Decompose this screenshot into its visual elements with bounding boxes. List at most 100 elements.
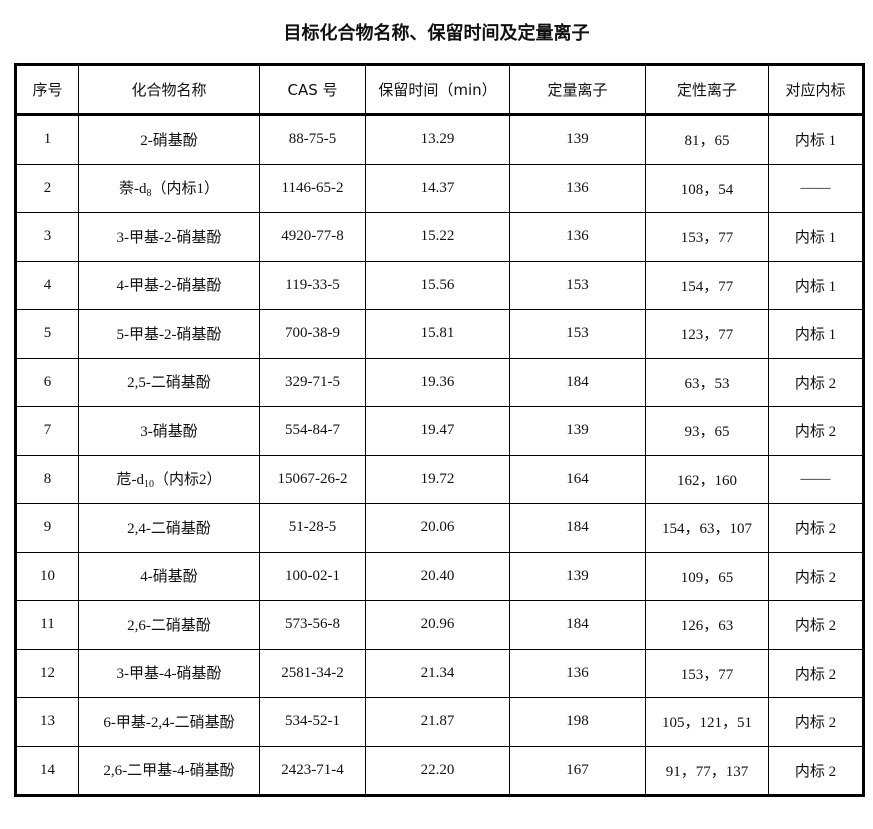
cell-retention-time: 13.29	[365, 114, 510, 165]
cell-cas: 573-56-8	[259, 600, 366, 650]
header-qual-ion: 定性离子	[645, 64, 769, 116]
cell-qual-ion: 91，77，137	[645, 745, 769, 796]
cell-no: 8	[15, 454, 79, 504]
table-row: 6 2,5-二硝基酚 329-71-5 19.36 184 63，53 内标 2	[15, 357, 864, 407]
cell-cas: 2423-71-4	[259, 745, 366, 796]
name-text: 萘-d	[118, 181, 147, 198]
cell-no: 9	[15, 503, 79, 553]
cell-name: 3-甲基-2-硝基酚	[78, 212, 260, 262]
header-internal-standard: 对应内标	[768, 64, 864, 116]
name-text: 5-甲基-2-硝基酚	[116, 326, 222, 343]
cell-quant-ion: 139	[509, 114, 646, 165]
cell-quant-ion: 153	[509, 260, 646, 310]
cell-no: 6	[15, 357, 79, 407]
cell-qual-ion: 93，65	[645, 406, 769, 456]
cell-internal-standard: ——	[768, 454, 864, 504]
cell-retention-time: 21.87	[365, 697, 510, 747]
cell-retention-time: 20.96	[365, 600, 510, 650]
header-retention-time: 保留时间（min）	[365, 64, 510, 116]
name-text: 2-硝基酚	[140, 132, 198, 149]
name-suffix: （内标2）	[153, 472, 222, 489]
table-row: 9 2,4-二硝基酚 51-28-5 20.06 184 154，63，107 内标 2	[15, 503, 864, 553]
table-row: 8 苊-d10（内标2） 15067-26-2 19.72 164 162，160 ——	[15, 454, 864, 504]
name-text: 4-硝基酚	[140, 569, 198, 586]
cell-internal-standard: 内标 1	[768, 212, 864, 262]
cell-quant-ion: 153	[509, 309, 646, 359]
cell-quant-ion: 184	[509, 600, 646, 650]
cell-name: 3-甲基-4-硝基酚	[78, 648, 260, 698]
cell-internal-standard: 内标 1	[768, 309, 864, 359]
cell-retention-time: 20.06	[365, 503, 510, 553]
name-subscript: 10	[143, 479, 154, 491]
cell-qual-ion: 109，65	[645, 551, 769, 601]
cell-name: 萘-d8（内标1）	[78, 163, 260, 213]
cell-cas: 88-75-5	[259, 114, 366, 165]
cell-qual-ion: 108，54	[645, 163, 769, 213]
cell-retention-time: 20.40	[365, 551, 510, 601]
table-row: 12 3-甲基-4-硝基酚 2581-34-2 21.34 136 153，77 内标 2	[15, 648, 864, 698]
cell-retention-time: 14.37	[365, 163, 510, 213]
cell-name: 2,5-二硝基酚	[78, 357, 260, 407]
cell-qual-ion: 126，63	[645, 600, 769, 650]
header-row: 序号 化合物名称 CAS 号 保留时间（min） 定量离子 定性离子 对应内标	[15, 64, 864, 116]
cell-cas: 15067-26-2	[259, 454, 366, 504]
cell-cas: 534-52-1	[259, 697, 366, 747]
cell-no: 12	[15, 648, 79, 698]
cell-qual-ion: 153，77	[645, 648, 769, 698]
cell-quant-ion: 136	[509, 212, 646, 262]
cell-name: 4-硝基酚	[78, 551, 260, 601]
cell-quant-ion: 184	[509, 503, 646, 553]
cell-retention-time: 15.81	[365, 309, 510, 359]
cell-cas: 329-71-5	[259, 357, 366, 407]
table-row: 3 3-甲基-2-硝基酚 4920-77-8 15.22 136 153，77 内标 1	[15, 212, 864, 262]
cell-name: 5-甲基-2-硝基酚	[78, 309, 260, 359]
header-cas: CAS 号	[259, 64, 366, 116]
table-row: 11 2,6-二硝基酚 573-56-8 20.96 184 126，63 内标 2	[15, 600, 864, 650]
cell-quant-ion: 139	[509, 406, 646, 456]
cell-internal-standard: 内标 2	[768, 648, 864, 698]
cell-quant-ion: 198	[509, 697, 646, 747]
cell-qual-ion: 105，121，51	[645, 697, 769, 747]
table-row: 4 4-甲基-2-硝基酚 119-33-5 15.56 153 154，77 内标 1	[15, 260, 864, 310]
header-quant-ion: 定量离子	[509, 64, 646, 116]
table-row: 14 2,6-二甲基-4-硝基酚 2423-71-4 22.20 167 91，77，13…	[15, 745, 864, 796]
cell-cas: 554-84-7	[259, 406, 366, 456]
table-title: 目标化合物名称、保留时间及定量离子	[283, 23, 590, 44]
cell-no: 3	[15, 212, 79, 262]
table-row: 5 5-甲基-2-硝基酚 700-38-9 15.81 153 123，77 内标 1	[15, 309, 864, 359]
cell-name: 4-甲基-2-硝基酚	[78, 260, 260, 310]
cell-cas: 1146-65-2	[259, 163, 366, 213]
cell-qual-ion: 154，77	[645, 260, 769, 310]
cell-no: 11	[15, 600, 79, 650]
name-text: 6-甲基-2,4-二硝基酚	[103, 714, 235, 731]
name-text: 3-甲基-2-硝基酚	[116, 229, 222, 246]
cell-cas: 4920-77-8	[259, 212, 366, 262]
name-text: 2,5-二硝基酚	[127, 375, 211, 392]
cell-quant-ion: 136	[509, 648, 646, 698]
cell-retention-time: 21.34	[365, 648, 510, 698]
cell-name: 2,4-二硝基酚	[78, 503, 260, 553]
cell-internal-standard: 内标 2	[768, 357, 864, 407]
cell-no: 4	[15, 260, 79, 310]
cell-cas: 100-02-1	[259, 551, 366, 601]
cell-internal-standard: 内标 2	[768, 745, 864, 796]
name-subscript: 8	[146, 188, 152, 200]
name-text: 2,4-二硝基酚	[127, 520, 211, 537]
cell-cas: 700-38-9	[259, 309, 366, 359]
cell-quant-ion: 164	[509, 454, 646, 504]
cell-qual-ion: 162，160	[645, 454, 769, 504]
cell-qual-ion: 154，63，107	[645, 503, 769, 553]
cell-qual-ion: 63，53	[645, 357, 769, 407]
cell-retention-time: 22.20	[365, 745, 510, 796]
cell-no: 1	[15, 114, 79, 165]
cell-retention-time: 19.36	[365, 357, 510, 407]
header-name: 化合物名称	[78, 64, 260, 116]
cell-name: 苊-d10（内标2）	[78, 454, 260, 504]
cell-cas: 2581-34-2	[259, 648, 366, 698]
cell-cas: 119-33-5	[259, 260, 366, 310]
cell-quant-ion: 167	[509, 745, 646, 796]
name-text: 苊-d	[116, 472, 144, 489]
cell-quant-ion: 139	[509, 551, 646, 601]
cell-retention-time: 15.22	[365, 212, 510, 262]
compound-table: 序号 化合物名称 CAS 号 保留时间（min） 定量离子 定性离子 对应内标 …	[14, 63, 865, 797]
